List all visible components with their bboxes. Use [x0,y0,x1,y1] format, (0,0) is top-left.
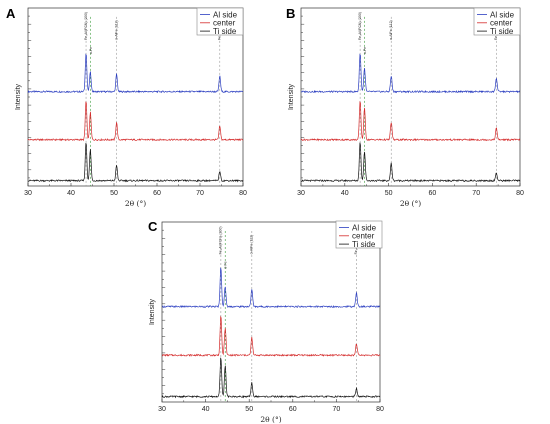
x-tick-label: 80 [376,406,384,413]
x-tick-label: 40 [341,190,349,197]
x-tick-label: 60 [429,190,437,197]
x-tick-label: 40 [202,406,210,413]
series-line-center [300,100,521,142]
legend-label: center [352,232,375,241]
panel-b: B 30 40 50 60 70 80 2θ (°) Intensity Fe₃Al(FCN) (… [286,6,524,208]
plot-frame [161,221,381,403]
x-tick-label: 70 [196,190,204,197]
x-axis-title: 2θ (°) [260,415,281,424]
peak-label: α-AlFe (112) [389,20,393,40]
legend-label: center [490,19,513,28]
panel-letter: A [6,6,16,21]
x-tick-label: 40 [67,190,75,197]
legend-box [335,220,383,249]
x-tick-label: 70 [333,406,341,413]
peak-label: Fe₃Al(FCN) (200) [219,226,223,254]
x-tick-label: 60 [289,406,297,413]
x-tick-label: 30 [158,406,166,413]
y-axis-title: Intensity [149,298,156,325]
x-tick-label: 50 [385,190,393,197]
legend-label: Ti side [490,27,514,36]
x-tick-label: 80 [516,190,524,197]
peak-label: Fe₃Al(FCN) (200) [84,12,88,40]
legend-label: Ti side [213,27,237,36]
peak-label: α-Fe [89,47,93,54]
legend-label: Al side [490,10,515,19]
x-axis-title: 2θ (°) [400,199,421,208]
peak-label: Fe₃Al(FCN) (200) [358,12,362,40]
panel-letter: B [286,6,295,21]
x-tick-label: 30 [297,190,305,197]
series-line-al-side [27,53,244,94]
peak-label: α-Fe [363,47,367,54]
peak-label: α-AlFe (112) [250,235,254,255]
x-tick-label: 30 [24,190,32,197]
x-tick-label: 80 [239,190,247,197]
x-tick-label: 50 [245,406,253,413]
panel-letter: C [148,219,158,234]
series-line-center [161,315,381,357]
series-line-ti-side [27,142,244,183]
panel-a: A 30 40 50 60 70 80 2θ (°) Intensity Fe₃Al(FCN) (… [6,6,247,208]
peak-label: α-Fe [224,261,228,268]
series-line-center [27,101,244,142]
panel-c: C 30 40 50 60 70 80 2θ (°) Intensity Fe₃Al(FCN) (… [148,219,384,424]
legend-label: Al side [213,10,238,19]
legend-label: Ti side [352,240,376,249]
legend-box [196,7,244,36]
peak-label: α-AlFe (112) [114,20,118,40]
legend-label: Al side [352,223,377,232]
y-axis-title: Intensity [15,83,22,110]
y-axis-title: Intensity [288,83,295,110]
legend-box [473,7,521,36]
series-line-al-side [161,267,381,309]
series-line-ti-side [300,142,521,183]
series-line-ti-side [161,357,381,399]
x-tick-label: 50 [110,190,118,197]
x-tick-label: 70 [472,190,480,197]
legend-label: center [213,19,236,28]
x-tick-label: 60 [153,190,161,197]
series-line-al-side [300,53,521,94]
x-axis-title: 2θ (°) [125,199,146,208]
